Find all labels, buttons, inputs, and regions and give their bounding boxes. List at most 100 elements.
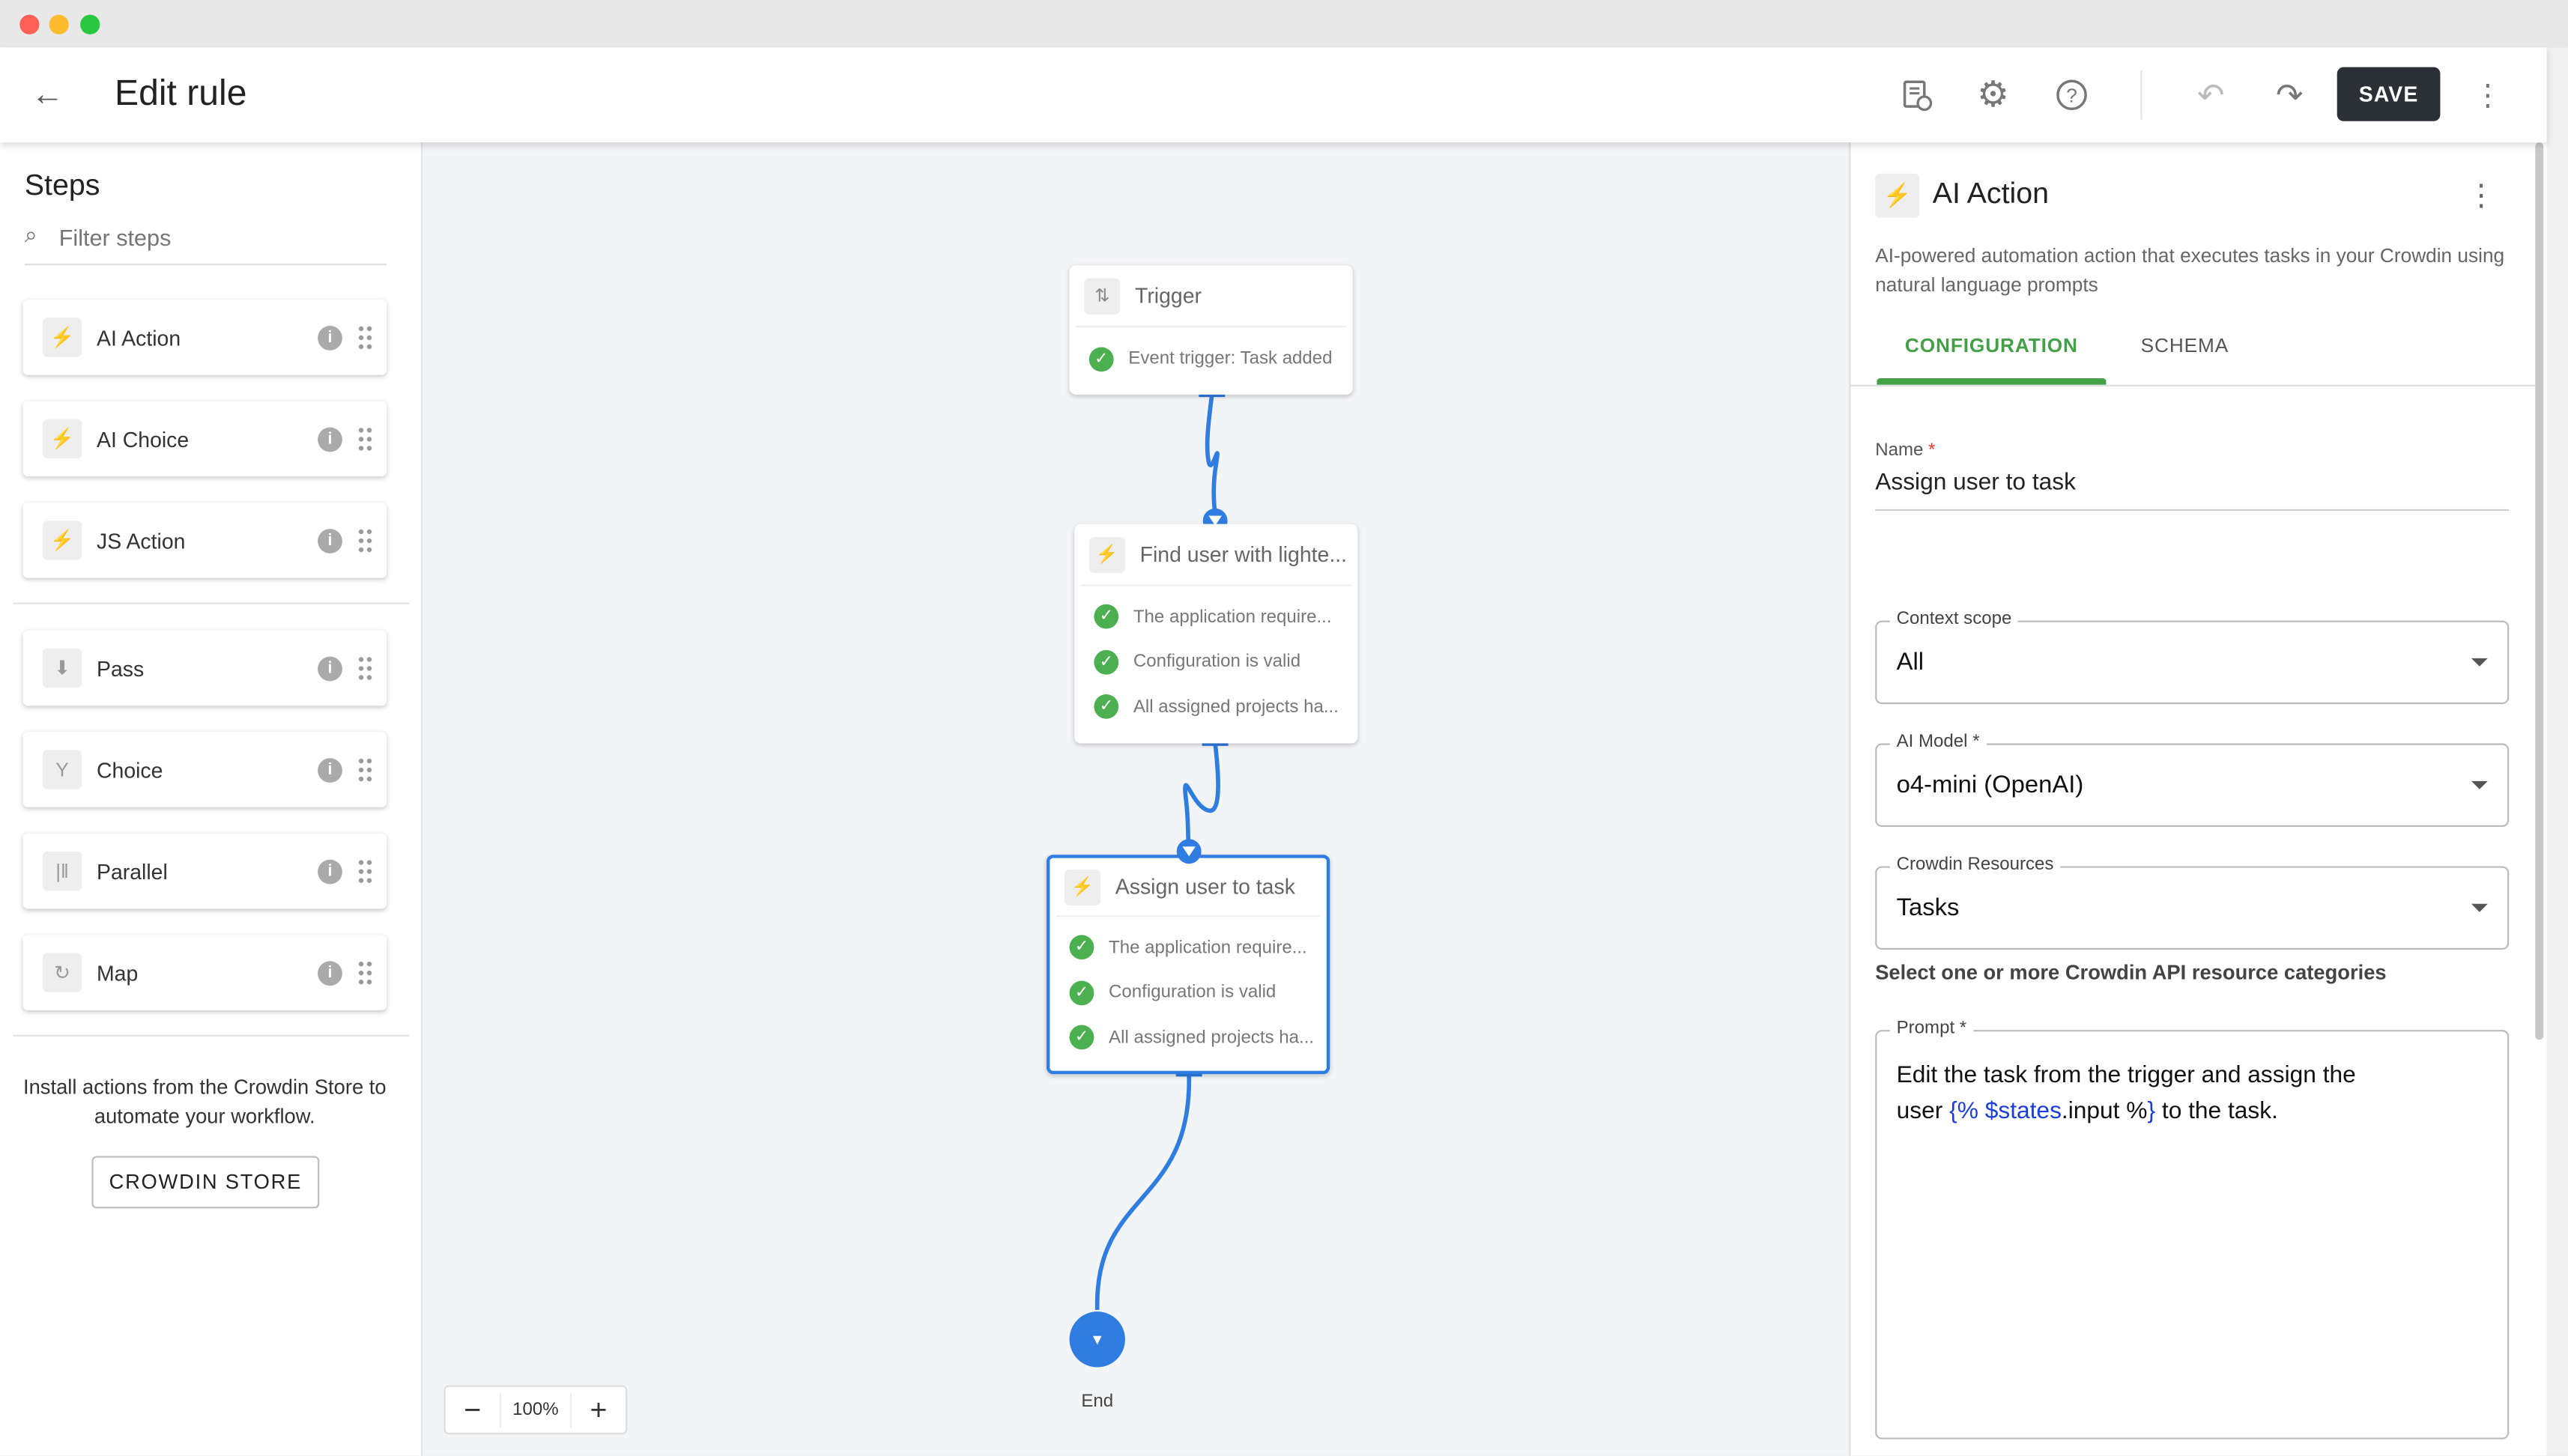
end-node[interactable]: ▼ <box>1069 1311 1125 1368</box>
info-icon[interactable]: i <box>318 655 342 681</box>
zoom-control: − 100% + <box>443 1385 628 1435</box>
step-js-action[interactable]: ⚡ JS Action i <box>22 503 387 578</box>
step-label: AI Action <box>96 324 181 350</box>
drag-handle-icon[interactable] <box>357 425 374 452</box>
drag-handle-icon[interactable] <box>357 324 374 351</box>
prompt-line: Edit the task from the trigger and assig… <box>1896 1062 2356 1089</box>
node-title: Assign user to task <box>1115 874 1295 900</box>
info-icon[interactable]: i <box>318 528 342 553</box>
connector-find-assign <box>1183 743 1220 851</box>
close-window-button[interactable] <box>19 14 40 34</box>
info-icon[interactable]: i <box>318 324 342 350</box>
more-vert-icon[interactable]: ⋮ <box>2473 77 2503 111</box>
info-icon[interactable]: i <box>318 960 342 985</box>
loop-icon: ↻ <box>42 953 82 992</box>
check-circle-icon: ✓ <box>1069 980 1094 1005</box>
tab-configuration[interactable]: CONFIGURATION <box>1904 333 2078 357</box>
swap-vert-icon: ⇅ <box>1084 277 1121 314</box>
divider <box>13 1034 410 1037</box>
tabs-divider <box>1850 384 2537 386</box>
node-trigger[interactable]: ⇅ Trigger ✓ Event trigger: Task added <box>1069 265 1353 395</box>
filter-underline <box>24 263 387 266</box>
step-label: JS Action <box>96 528 186 553</box>
workflow-canvas[interactable]: ⇅ Trigger ✓ Event trigger: Task added ⚡ Fin… <box>423 142 1850 1456</box>
info-icon[interactable]: i <box>318 426 342 452</box>
resources-helper-text: Select one or more Crowdin API resource … <box>1875 961 2387 984</box>
field-value: o4-mini (OpenAI) <box>1896 771 2084 799</box>
drag-handle-icon[interactable] <box>357 655 374 682</box>
window-edge <box>2546 47 2568 1456</box>
pass-icon: ⬇ <box>42 648 82 688</box>
toolbar-divider <box>2140 70 2142 120</box>
window-titlebar <box>0 0 2568 48</box>
check-circle-icon: ✓ <box>1094 604 1119 630</box>
zoom-level: 100% <box>512 1400 559 1420</box>
gear-icon[interactable]: ⚙ <box>1977 73 2010 115</box>
dropdown-arrow-icon <box>2471 658 2488 667</box>
document-clock-icon[interactable] <box>1893 72 1939 118</box>
info-icon[interactable]: i <box>318 757 342 782</box>
node-find-user[interactable]: ⚡ Find user with lighte... ✓ The applicati… <box>1074 524 1358 744</box>
step-pass[interactable]: ⬇ Pass i <box>22 630 387 706</box>
help-circle-icon[interactable]: ? <box>2049 72 2095 118</box>
panel-description: AI-powered automation action that execut… <box>1875 243 2505 297</box>
tab-schema[interactable]: SCHEMA <box>2140 333 2229 357</box>
panel-more-icon[interactable]: ⋮ <box>2466 178 2496 212</box>
field-label: Prompt * <box>1889 1018 1973 1039</box>
step-ai-choice[interactable]: ⚡ AI Choice i <box>22 401 387 477</box>
field-value: All <box>1896 648 1925 676</box>
minimize-window-button[interactable] <box>49 14 69 34</box>
name-underline <box>1875 509 2510 512</box>
context-scope-select[interactable]: Context scope All <box>1875 609 2510 705</box>
field-label: AI Model * <box>1889 732 1987 752</box>
back-arrow-icon[interactable]: ← <box>31 76 64 112</box>
field-label: Context scope <box>1889 609 2019 629</box>
prompt-text: Edit the task from the trigger and assig… <box>1897 1058 2356 1129</box>
step-ai-action[interactable]: ⚡ AI Action i <box>22 300 387 375</box>
panel-title: AI Action <box>1932 177 2050 210</box>
drag-handle-icon[interactable] <box>357 756 374 783</box>
bolt-icon: ⚡ <box>1065 868 1101 905</box>
step-label: Map <box>96 960 139 985</box>
filter-steps-input[interactable] <box>58 222 387 252</box>
page-title: Edit rule <box>115 72 247 113</box>
properties-panel: ⚡ AI Action ⋮ AI-powered automation acti… <box>1849 142 2537 1456</box>
maximize-window-button[interactable] <box>80 14 100 34</box>
store-info-text: Install actions from the Crowdin Store t… <box>23 1076 387 1129</box>
node-check-text: All assigned projects ha... <box>1133 697 1339 718</box>
info-icon[interactable]: i <box>318 858 342 884</box>
drag-handle-icon[interactable] <box>357 858 374 885</box>
node-check-text: Configuration is valid <box>1109 983 1277 1003</box>
steps-sidebar: Steps ⌕ ⚡ AI Action i ⚡ AI Choice i ⚡ JS Acti… <box>0 142 423 1456</box>
bolt-icon: ⚡ <box>1088 536 1125 573</box>
step-parallel[interactable]: |‖ Parallel i <box>22 833 387 909</box>
drag-handle-icon[interactable] <box>357 527 374 553</box>
step-choice[interactable]: Y Choice i <box>22 732 387 807</box>
panel-scrollbar[interactable] <box>2535 142 2544 1040</box>
ai-model-select[interactable]: AI Model * o4-mini (OpenAI) <box>1875 732 2510 828</box>
connector-assign-end <box>1094 1074 1192 1311</box>
fork-icon: Y <box>42 750 82 789</box>
zoom-in-button[interactable]: + <box>569 1392 626 1428</box>
crowdin-resources-select[interactable]: Crowdin Resources Tasks <box>1875 855 2510 950</box>
node-title: Trigger <box>1135 283 1202 309</box>
check-circle-icon: ✓ <box>1094 694 1119 720</box>
name-input[interactable]: Assign user to task <box>1875 470 2077 497</box>
node-assign-user-selected[interactable]: ⚡ Assign user to task ✓ The application re… <box>1046 855 1330 1075</box>
undo-icon[interactable]: ↶ <box>2197 77 2225 114</box>
bolt-icon: ⚡ <box>42 318 82 357</box>
template-variable: $states <box>1984 1098 2062 1125</box>
search-icon: ⌕ <box>24 221 37 248</box>
svg-text:?: ? <box>2066 85 2077 107</box>
zoom-out-button[interactable]: − <box>446 1392 501 1428</box>
prompt-textarea[interactable]: Prompt * Edit the task from the trigger … <box>1875 1018 2510 1440</box>
drag-handle-icon[interactable] <box>357 959 374 986</box>
save-button[interactable]: SAVE <box>2337 67 2441 121</box>
field-label: Crowdin Resources <box>1889 855 2061 875</box>
check-circle-icon: ✓ <box>1094 649 1119 675</box>
crowdin-store-button[interactable]: CROWDIN STORE <box>91 1156 320 1209</box>
step-map[interactable]: ↻ Map i <box>22 935 387 1010</box>
node-check-text: Event trigger: Task added <box>1128 348 1333 368</box>
redo-icon[interactable]: ↷ <box>2275 77 2304 114</box>
app-header: ← Edit rule ⚙ ? ↶ ↷ SAVE ⋮ <box>0 47 2547 143</box>
